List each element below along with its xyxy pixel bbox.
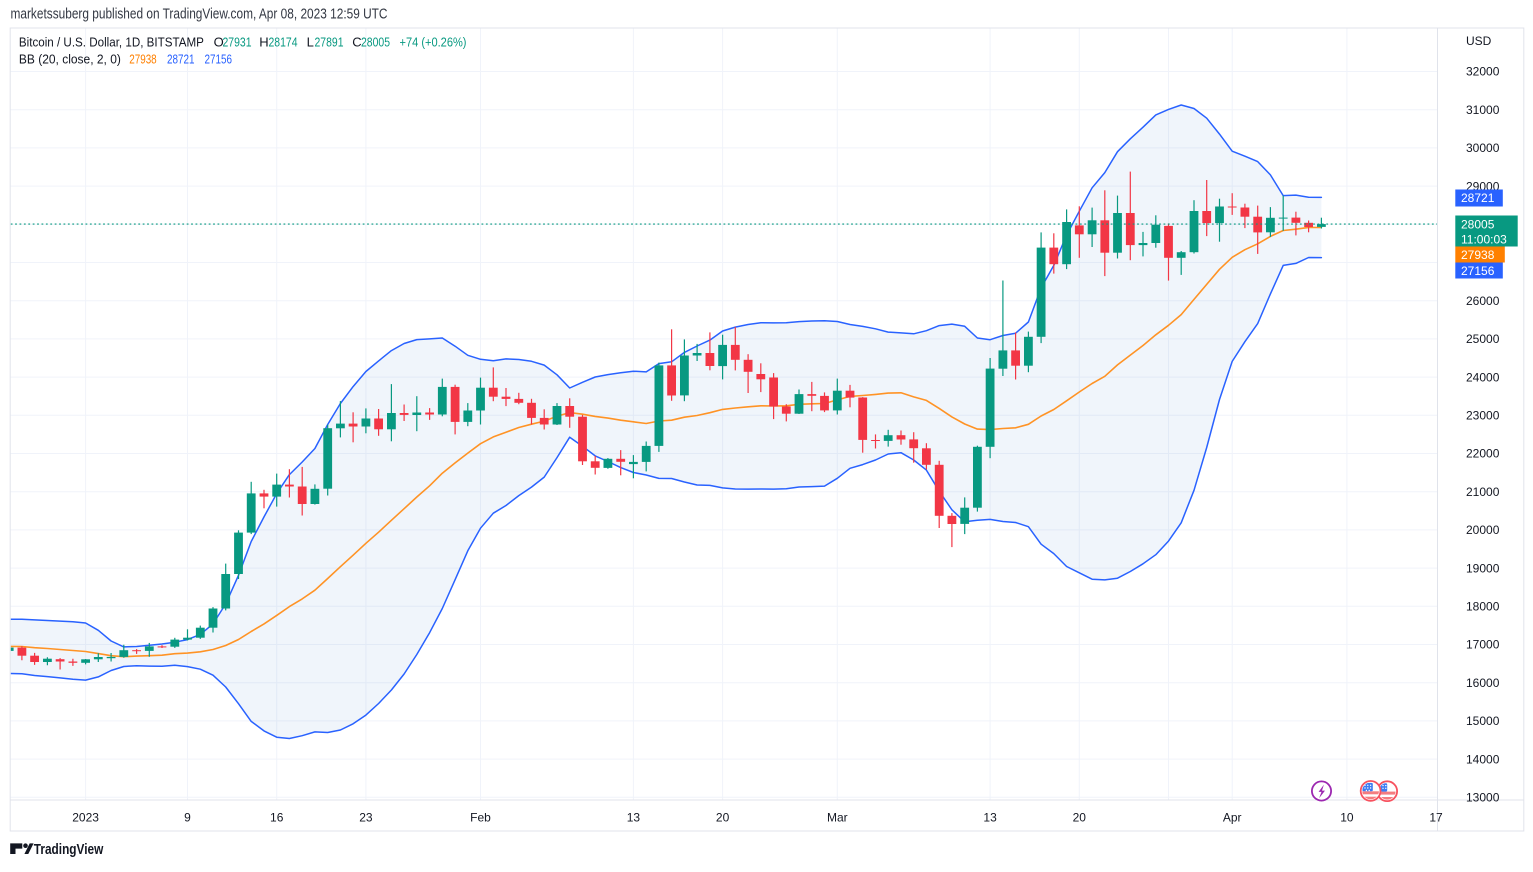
svg-text:13: 13 <box>983 811 997 825</box>
svg-text:28005: 28005 <box>361 35 390 50</box>
svg-text:24000: 24000 <box>1466 370 1500 384</box>
svg-text:L: L <box>307 35 314 50</box>
svg-text:27931: 27931 <box>223 35 252 50</box>
svg-text:27156: 27156 <box>205 52 233 67</box>
svg-text:19000: 19000 <box>1466 561 1500 575</box>
svg-text:27891: 27891 <box>315 35 344 50</box>
svg-text:16000: 16000 <box>1466 676 1500 690</box>
svg-text:28005: 28005 <box>1461 217 1495 231</box>
svg-text:14000: 14000 <box>1466 752 1500 766</box>
svg-text:22000: 22000 <box>1466 447 1500 461</box>
svg-text:27938: 27938 <box>1461 248 1495 262</box>
svg-text:30000: 30000 <box>1466 141 1500 155</box>
svg-text:17: 17 <box>1429 811 1443 825</box>
svg-text:O: O <box>214 35 224 50</box>
svg-text:27938: 27938 <box>129 52 157 67</box>
svg-text:13: 13 <box>627 811 641 825</box>
svg-text:C: C <box>352 35 361 50</box>
svg-text:20000: 20000 <box>1466 523 1500 537</box>
svg-text:Bitcoin / U.S. Dollar, 1D, BIT: Bitcoin / U.S. Dollar, 1D, BITSTAMP <box>19 35 204 50</box>
svg-text:H: H <box>259 35 268 50</box>
svg-text:2023: 2023 <box>72 811 99 825</box>
svg-text:13000: 13000 <box>1466 791 1500 805</box>
svg-text:20: 20 <box>716 811 730 825</box>
svg-text:+74 (+0.26%): +74 (+0.26%) <box>400 35 467 50</box>
svg-text:28721: 28721 <box>167 52 195 67</box>
svg-text:Mar: Mar <box>827 811 848 825</box>
svg-text:marketssuberg published on Tra: marketssuberg published on TradingView.c… <box>11 7 388 23</box>
svg-text:27156: 27156 <box>1461 264 1495 278</box>
svg-text:BB (20, close, 2, 0): BB (20, close, 2, 0) <box>19 52 121 67</box>
svg-text:23: 23 <box>359 811 373 825</box>
svg-text:TradingView: TradingView <box>34 842 104 858</box>
svg-text:16: 16 <box>270 811 284 825</box>
svg-text:17000: 17000 <box>1466 638 1500 652</box>
svg-text:9: 9 <box>184 811 191 825</box>
svg-text:Feb: Feb <box>470 811 491 825</box>
svg-text:31000: 31000 <box>1466 103 1500 117</box>
svg-text:25000: 25000 <box>1466 332 1500 346</box>
svg-text:23000: 23000 <box>1466 409 1500 423</box>
svg-text:32000: 32000 <box>1466 65 1500 79</box>
svg-text:Apr: Apr <box>1223 811 1242 825</box>
svg-text:10: 10 <box>1340 811 1354 825</box>
svg-text:21000: 21000 <box>1466 485 1500 499</box>
svg-text:20: 20 <box>1073 811 1087 825</box>
svg-text:18000: 18000 <box>1466 600 1500 614</box>
svg-text:USD: USD <box>1466 34 1492 48</box>
svg-text:28721: 28721 <box>1461 191 1495 205</box>
svg-text:15000: 15000 <box>1466 714 1500 728</box>
svg-text:28174: 28174 <box>269 35 298 50</box>
svg-text:11:00:03: 11:00:03 <box>1461 232 1507 246</box>
svg-text:26000: 26000 <box>1466 294 1500 308</box>
